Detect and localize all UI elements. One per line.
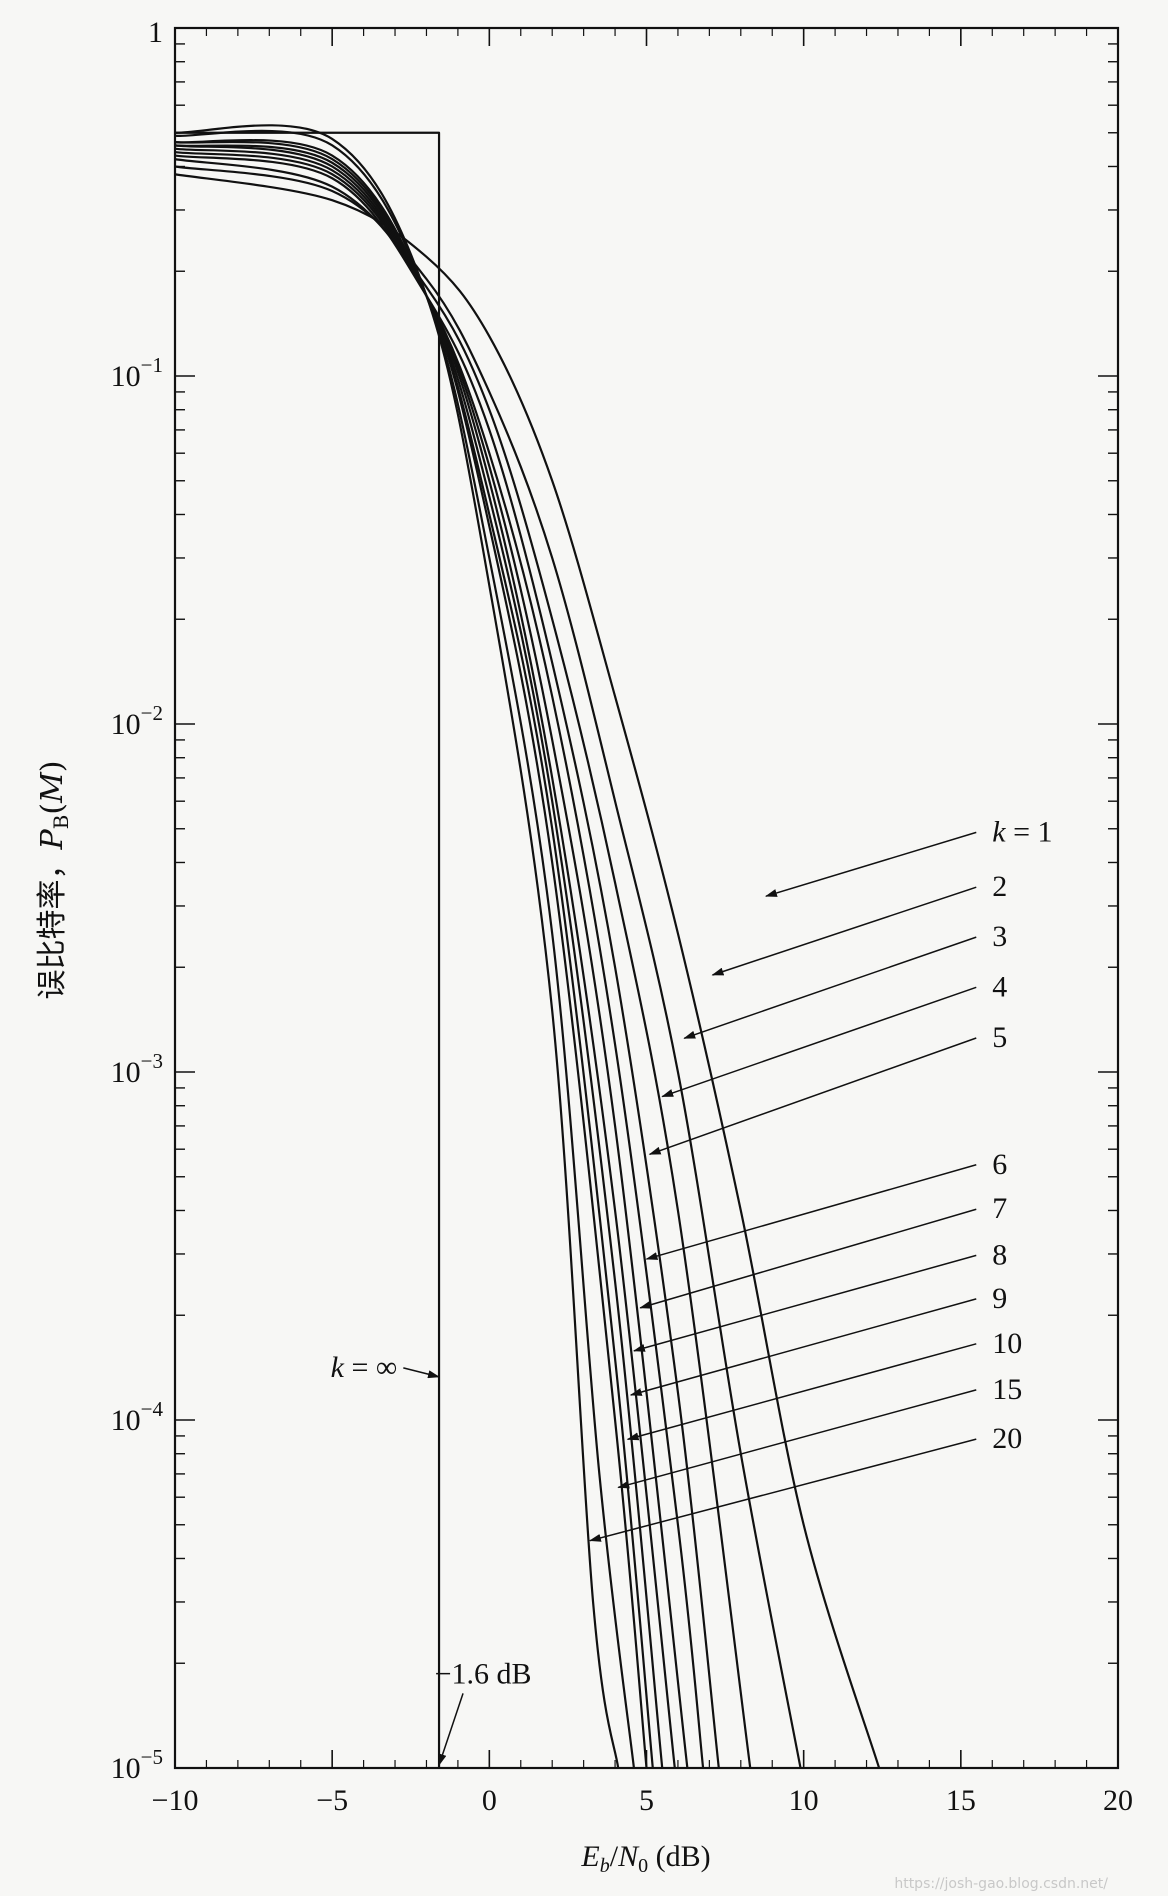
y-tick-label: 1 <box>148 16 163 49</box>
annotation-arrow <box>661 986 977 1098</box>
y-tick-label: 10−5 <box>111 1745 163 1785</box>
annotation-arrow <box>764 831 977 897</box>
plot-frame <box>173 26 1120 1770</box>
annotation-arrow <box>617 1389 977 1489</box>
y-axis-label-main: 误比特率， <box>35 850 70 1000</box>
annotation-arrow <box>648 1037 977 1156</box>
curve-3 <box>174 158 752 1769</box>
curve-annotations: k = 1 2 3 4 5 6 7 8 9 10 15 20 k = ∞ −1.6 dB <box>331 815 1053 1766</box>
curve-10 <box>174 138 648 1769</box>
curve-5 <box>174 150 705 1769</box>
x-axis-label: Eb/N0 (dB) <box>580 1840 710 1877</box>
curve-k1 <box>174 173 881 1769</box>
y-tick-label: 10−2 <box>111 701 163 741</box>
annotation-arrow <box>645 1164 977 1260</box>
curve-7 <box>174 144 676 1769</box>
annotation-arrow <box>403 1367 441 1379</box>
minor-ticks <box>175 28 1118 1768</box>
x-tick-label: 20 <box>1103 1784 1133 1817</box>
curve-20 <box>174 124 620 1769</box>
annotation-label: 15 <box>992 1373 1022 1406</box>
annotation-label: 7 <box>992 1192 1007 1225</box>
annotation-label: 4 <box>992 970 1007 1003</box>
x-axis-ticks: −10 −5 0 5 10 15 20 <box>152 28 1133 1817</box>
annotation-arrow <box>629 1298 977 1396</box>
annotation-arrow <box>438 1693 464 1766</box>
annotation-label: 3 <box>992 920 1007 953</box>
curve-15 <box>174 129 636 1769</box>
x-tick-label: 5 <box>639 1784 654 1817</box>
curve-4 <box>174 154 720 1769</box>
curve-kinfinity <box>175 131 441 1768</box>
annotation-label: 10 <box>992 1327 1022 1360</box>
y-tick-label: 10−3 <box>111 1049 163 1089</box>
annotation-label: 5 <box>992 1021 1007 1054</box>
annotation-label: 9 <box>992 1282 1007 1315</box>
annotation-arrow <box>711 886 977 976</box>
y-tick-label: 10−4 <box>111 1397 164 1437</box>
ber-curves <box>174 124 881 1769</box>
annotation-label: k = 1 <box>992 815 1052 848</box>
x-tick-label: 10 <box>789 1784 819 1817</box>
x-tick-label: −5 <box>316 1784 348 1817</box>
annotation-label: 6 <box>992 1148 1007 1181</box>
watermark: https://josh-gao.blog.csdn.net/ <box>894 1876 1108 1892</box>
annotation-arrow <box>626 1343 977 1441</box>
annotation-label: 8 <box>992 1238 1007 1271</box>
annotation-arrow <box>683 936 977 1039</box>
x-tick-label: −10 <box>152 1784 199 1817</box>
curve-8 <box>174 144 664 1769</box>
x-tick-label: 0 <box>482 1784 497 1817</box>
curve-9 <box>174 140 654 1769</box>
annotation-arrow <box>639 1208 977 1309</box>
annotation-label: k = ∞ <box>331 1351 398 1384</box>
y-axis-label: 误比特率，PB(M) <box>35 760 73 999</box>
annotation-arrow <box>588 1438 977 1542</box>
curve-6 <box>174 147 689 1769</box>
y-tick-label: 10−1 <box>111 353 163 393</box>
annotation-label: 20 <box>992 1422 1022 1455</box>
x-tick-label: 15 <box>946 1784 976 1817</box>
annotation-arrow <box>632 1254 977 1352</box>
annotation-label: 2 <box>992 870 1007 903</box>
annotation-label: −1.6 dB <box>435 1657 532 1690</box>
y-axis-ticks: 1 10−1 10−2 10−3 10−4 10−5 <box>111 16 1118 1785</box>
